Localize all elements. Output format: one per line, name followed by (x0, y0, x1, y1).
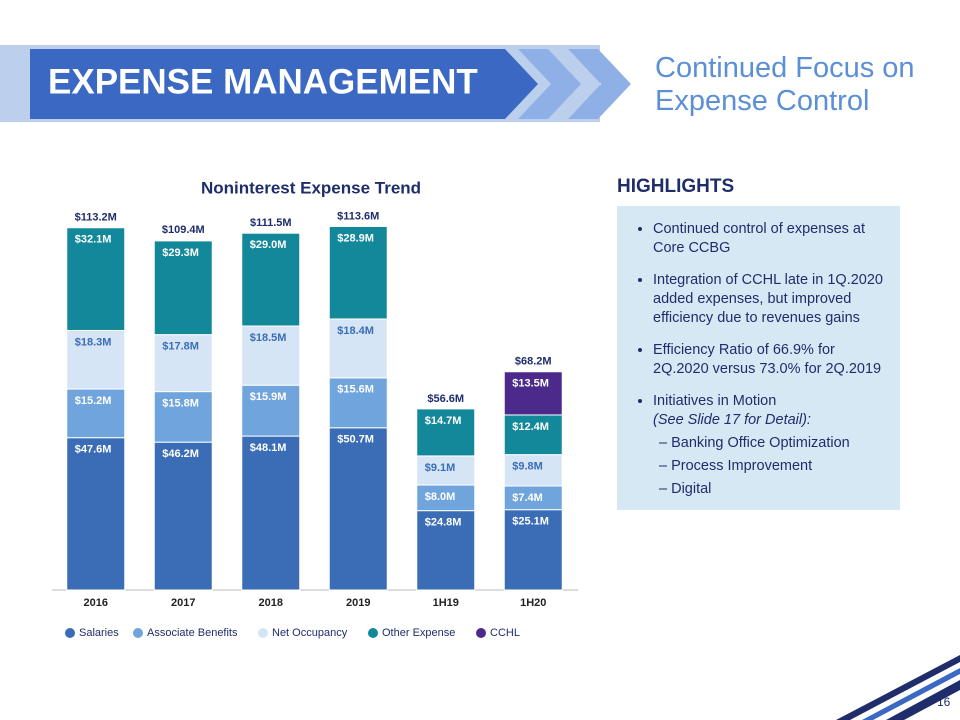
bar-segment (241, 435, 301, 591)
bar-segment (153, 391, 213, 443)
highlight-item: Initiatives in Motion (See Slide 17 for D… (653, 392, 886, 499)
data-label: $9.8M (512, 461, 543, 473)
legend-swatch (258, 628, 268, 638)
x-tick-label: 1H20 (520, 597, 546, 609)
data-label: $28.9M (337, 232, 374, 244)
highlight-item: Efficiency Ratio of 66.9% for 2Q.2020 ve… (653, 341, 886, 379)
chevron (568, 49, 631, 119)
bar-segment (241, 325, 301, 386)
chevron (518, 49, 581, 119)
total-label: $56.6M (427, 393, 464, 405)
total-label: $68.2M (515, 356, 552, 368)
subtitle: Continued Focus on Expense Control (655, 52, 915, 117)
total-label: $109.4M (162, 224, 205, 236)
highlight-text: Initiatives in Motion (653, 393, 777, 409)
bar-segment (503, 371, 563, 416)
data-label: $12.4M (512, 421, 549, 433)
data-label: $48.1M (250, 442, 287, 454)
bar-segment (416, 484, 476, 512)
data-label: $15.9M (250, 391, 287, 403)
highlight-subitem: – Banking Office Optimization (659, 435, 850, 451)
page-number: 16 (937, 695, 951, 709)
data-label: $15.2M (75, 395, 112, 407)
bar-segment (328, 427, 388, 591)
legend-label: CCHL (490, 627, 520, 639)
highlight-subitem: – Process Improvement (659, 458, 813, 474)
bar-segment (416, 408, 476, 457)
data-label: $15.8M (162, 398, 199, 410)
data-label: $50.7M (337, 434, 374, 446)
stripe (836, 655, 960, 720)
stripe (886, 680, 960, 720)
data-label: $25.1M (512, 516, 549, 528)
highlight-note: (See Slide 17 for Detail): (653, 412, 811, 428)
x-tick-label: 2017 (171, 597, 195, 609)
bar-segment (153, 334, 213, 393)
legend-label: Other Expense (382, 627, 455, 639)
slide-title: EXPENSE MANAGEMENT (48, 62, 478, 101)
highlight-subitem: – Digital (659, 481, 712, 497)
bar-segment (241, 232, 301, 327)
bar-segment (66, 388, 126, 439)
highlight-text: Efficiency Ratio of 66.9% for 2Q.2020 ve… (653, 342, 882, 377)
x-tick-label: 2016 (84, 597, 108, 609)
legend-swatch (368, 628, 378, 638)
bar-segment (416, 510, 476, 591)
legend-swatch (476, 628, 486, 638)
data-label: $29.0M (250, 239, 287, 251)
highlight-item: Integration of CCHL late in 1Q.2020 adde… (653, 271, 886, 328)
total-label: $111.5M (250, 217, 292, 229)
data-label: $7.4M (512, 492, 543, 504)
data-label: $18.4M (337, 325, 374, 337)
total-label: $113.6M (337, 210, 379, 222)
data-label: $14.7M (425, 415, 462, 427)
bar-segment (66, 437, 126, 591)
chart-title: Noninterest Expense Trend (201, 178, 421, 197)
data-label: $13.5M (512, 378, 549, 390)
bar-segment (503, 509, 563, 591)
bar-segment (66, 227, 126, 331)
data-label: $17.8M (162, 341, 199, 353)
highlight-text: Integration of CCHL late in 1Q.2020 adde… (653, 272, 883, 326)
data-label: $8.0M (425, 491, 456, 503)
legend-label: Salaries (79, 627, 119, 639)
legend-label: Net Occupancy (272, 627, 348, 639)
title-chevron (30, 49, 538, 119)
x-tick-label: 2019 (346, 597, 370, 609)
stripe (862, 668, 960, 720)
data-label: $18.5M (250, 332, 287, 344)
highlight-text: Continued control of expenses at Core CC… (653, 221, 865, 256)
bar-segment (66, 329, 126, 390)
bar-segment (153, 441, 213, 591)
highlights-box: Continued control of expenses at Core CC… (617, 206, 900, 510)
data-label: $47.6M (75, 444, 112, 456)
data-label: $15.6M (337, 384, 374, 396)
data-label: $46.2M (162, 448, 199, 460)
bar-segment (153, 240, 213, 336)
data-label: $9.1M (425, 462, 456, 474)
legend-swatch (65, 628, 75, 638)
bar-segment (241, 384, 301, 437)
x-tick-label: 1H19 (433, 597, 459, 609)
bar-segment (328, 225, 388, 320)
data-label: $29.3M (162, 247, 199, 259)
data-label: $32.1M (75, 234, 112, 246)
legend-swatch (133, 628, 143, 638)
total-label: $113.2M (75, 212, 117, 224)
data-label: $24.8M (425, 517, 462, 529)
data-label: $18.3M (75, 336, 112, 348)
highlights-title: HIGHLIGHTS (617, 176, 735, 197)
bar-segment (503, 454, 563, 487)
highlight-item: Continued control of expenses at Core CC… (653, 220, 886, 258)
legend-label: Associate Benefits (147, 627, 238, 639)
bar-segment (328, 377, 388, 429)
x-tick-label: 2018 (259, 597, 283, 609)
highlights-list: Continued control of expenses at Core CC… (627, 220, 886, 499)
